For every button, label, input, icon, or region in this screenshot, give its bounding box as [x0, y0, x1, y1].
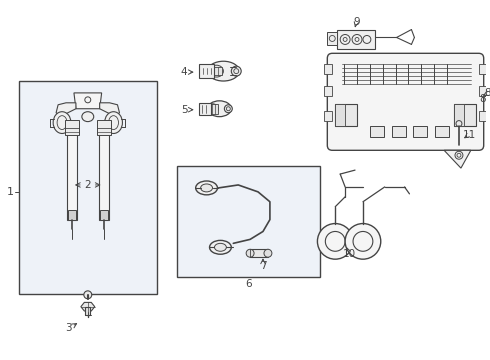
Bar	[454, 104, 476, 126]
Bar	[435, 126, 449, 138]
Bar	[454, 104, 464, 126]
Ellipse shape	[210, 240, 231, 254]
Bar	[198, 103, 211, 115]
Circle shape	[456, 121, 462, 127]
Bar	[335, 104, 345, 126]
Ellipse shape	[215, 243, 226, 251]
Circle shape	[343, 37, 347, 41]
Text: 3: 3	[65, 324, 72, 333]
Text: 1: 1	[7, 187, 14, 197]
Text: 11: 11	[463, 130, 476, 140]
Bar	[337, 30, 375, 49]
Circle shape	[355, 37, 359, 41]
Circle shape	[457, 153, 461, 157]
Bar	[324, 86, 332, 96]
Polygon shape	[99, 103, 120, 117]
Bar	[250, 249, 268, 257]
Bar	[392, 126, 406, 138]
Ellipse shape	[53, 112, 71, 134]
Bar	[479, 86, 487, 96]
Ellipse shape	[196, 181, 218, 195]
Bar	[65, 120, 79, 135]
Text: 10: 10	[343, 249, 356, 259]
Circle shape	[318, 224, 353, 259]
Bar	[98, 126, 109, 220]
Bar	[479, 64, 487, 74]
Ellipse shape	[105, 112, 122, 134]
Circle shape	[246, 249, 254, 257]
Ellipse shape	[200, 184, 213, 192]
Text: 7: 7	[260, 261, 266, 271]
Bar	[198, 64, 215, 78]
Polygon shape	[81, 302, 95, 311]
Text: 8: 8	[484, 88, 490, 98]
Bar	[327, 32, 337, 45]
Text: 9: 9	[354, 17, 360, 27]
Bar	[97, 120, 111, 135]
Bar	[68, 210, 76, 220]
Bar	[209, 104, 219, 114]
Polygon shape	[56, 103, 76, 117]
Bar	[414, 126, 427, 138]
Text: 6: 6	[245, 279, 251, 289]
Polygon shape	[444, 150, 471, 168]
Bar	[67, 126, 77, 220]
Polygon shape	[74, 93, 101, 109]
Ellipse shape	[208, 61, 239, 81]
Bar	[85, 307, 90, 315]
Text: 5: 5	[181, 105, 188, 115]
Circle shape	[345, 224, 381, 259]
Circle shape	[264, 249, 272, 257]
Bar	[324, 64, 332, 74]
Bar	[177, 166, 320, 277]
Bar	[324, 111, 332, 121]
Bar	[99, 210, 108, 220]
Text: 4: 4	[180, 67, 187, 77]
Ellipse shape	[224, 105, 232, 113]
Text: 8: 8	[479, 94, 486, 104]
Bar	[211, 67, 222, 75]
Ellipse shape	[231, 66, 241, 76]
Ellipse shape	[82, 112, 94, 122]
Bar	[335, 104, 357, 126]
Ellipse shape	[210, 65, 223, 77]
Bar	[479, 111, 487, 121]
FancyBboxPatch shape	[327, 53, 484, 150]
Bar	[19, 81, 157, 294]
Bar	[370, 126, 384, 138]
Ellipse shape	[207, 104, 219, 114]
Ellipse shape	[208, 101, 231, 117]
Text: 2: 2	[84, 180, 91, 190]
Circle shape	[84, 291, 92, 299]
